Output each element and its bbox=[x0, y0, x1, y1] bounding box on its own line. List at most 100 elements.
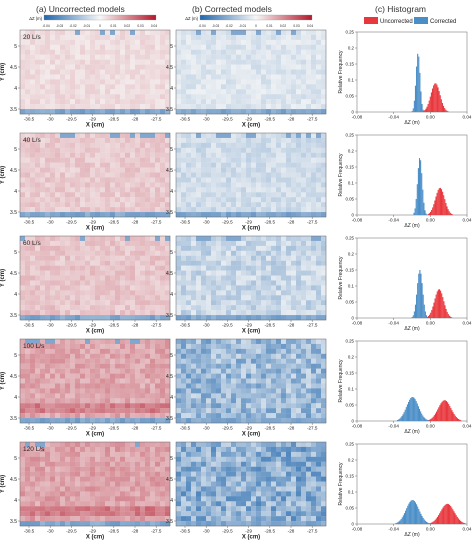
map-cell bbox=[140, 197, 146, 203]
map-cell bbox=[316, 197, 322, 203]
map-cell bbox=[296, 339, 302, 345]
map-cell bbox=[115, 511, 121, 517]
map-cell bbox=[221, 157, 227, 163]
map-cell bbox=[20, 104, 26, 110]
map-cell bbox=[65, 403, 71, 409]
map-cell bbox=[85, 511, 91, 517]
map-cell bbox=[266, 408, 272, 414]
map-cell bbox=[55, 236, 61, 242]
map-cell bbox=[160, 187, 166, 193]
map-cell bbox=[221, 59, 227, 65]
map-cell bbox=[236, 343, 242, 350]
map-cell bbox=[85, 270, 91, 276]
map-cell bbox=[100, 147, 106, 153]
map-cell bbox=[20, 255, 26, 261]
map-cell bbox=[110, 133, 116, 139]
map-cell bbox=[50, 358, 56, 364]
map-cell bbox=[70, 456, 76, 462]
map-cell bbox=[196, 202, 202, 208]
map-cell bbox=[266, 59, 272, 65]
map-cell bbox=[251, 142, 257, 148]
map-cell bbox=[316, 275, 322, 281]
map-cell bbox=[306, 240, 312, 247]
map-cell bbox=[55, 413, 61, 419]
map-cell bbox=[50, 285, 56, 291]
map-cell bbox=[120, 290, 126, 296]
map-cell bbox=[100, 383, 106, 389]
map-cell bbox=[226, 182, 232, 188]
map-cell bbox=[155, 348, 161, 354]
map-cell bbox=[155, 339, 161, 345]
map-cell bbox=[20, 521, 26, 527]
map-cell bbox=[301, 59, 307, 65]
map-cell bbox=[206, 54, 212, 60]
map-cell bbox=[105, 137, 111, 144]
map-cell bbox=[130, 49, 136, 55]
map-cell bbox=[20, 363, 26, 369]
map-cell bbox=[231, 300, 237, 306]
map-cell bbox=[231, 187, 237, 193]
map-cell bbox=[251, 265, 257, 271]
map-cell bbox=[85, 368, 91, 374]
map-cell bbox=[206, 59, 212, 65]
map-cell bbox=[165, 137, 171, 144]
map-cell bbox=[165, 255, 171, 261]
map-cell bbox=[261, 255, 267, 261]
map-cell bbox=[236, 265, 242, 271]
map-cell bbox=[291, 285, 297, 291]
map-cell bbox=[100, 511, 106, 517]
map-cell bbox=[291, 142, 297, 148]
map-cell bbox=[130, 506, 136, 512]
map-cell bbox=[266, 137, 272, 144]
map-cell bbox=[155, 260, 161, 266]
map-cell bbox=[246, 74, 252, 80]
map-cell bbox=[231, 393, 237, 399]
map-cell bbox=[221, 358, 227, 364]
map-cell bbox=[241, 393, 247, 399]
map-cell bbox=[201, 408, 207, 414]
map-cell bbox=[266, 39, 272, 45]
map-cell bbox=[160, 393, 166, 399]
map-cell bbox=[25, 265, 31, 271]
map-cell bbox=[286, 305, 292, 311]
map-cell bbox=[165, 388, 171, 394]
map-cell bbox=[291, 157, 297, 163]
map-cell bbox=[306, 305, 312, 311]
map-cell bbox=[321, 300, 327, 306]
map-cell bbox=[271, 368, 277, 374]
map-cell bbox=[191, 250, 197, 256]
map-cell bbox=[241, 413, 247, 419]
map-cell bbox=[276, 157, 282, 163]
map-cell bbox=[40, 315, 46, 321]
map-cell bbox=[301, 265, 307, 271]
map-cell bbox=[256, 300, 262, 306]
map-cell bbox=[186, 133, 192, 139]
map-cell bbox=[20, 133, 26, 139]
histogram-bar bbox=[430, 418, 432, 421]
map-cell bbox=[186, 54, 192, 60]
map-cell bbox=[196, 403, 202, 409]
map-cell bbox=[155, 157, 161, 163]
map-cell bbox=[221, 403, 227, 409]
map-cell bbox=[80, 162, 86, 168]
map-cell bbox=[316, 383, 322, 389]
map-cell bbox=[60, 39, 66, 45]
map-cell bbox=[100, 491, 106, 497]
map-cell bbox=[271, 74, 277, 80]
map-cell bbox=[306, 300, 312, 306]
map-cell bbox=[20, 378, 26, 384]
map-cell bbox=[155, 358, 161, 364]
map-cell bbox=[20, 393, 26, 399]
map-cell bbox=[115, 451, 121, 457]
map-cell bbox=[50, 212, 56, 218]
map-cell bbox=[50, 388, 56, 394]
map-cell bbox=[30, 358, 36, 364]
histogram-bar bbox=[430, 312, 432, 318]
map-cell bbox=[25, 310, 31, 316]
histogram-bar bbox=[448, 403, 450, 421]
colorbar-tick-label-a: 0.01 bbox=[110, 24, 116, 28]
map-cell bbox=[321, 358, 327, 364]
map-cell bbox=[100, 446, 106, 453]
map-cell bbox=[236, 167, 242, 173]
map-cell bbox=[25, 398, 31, 404]
